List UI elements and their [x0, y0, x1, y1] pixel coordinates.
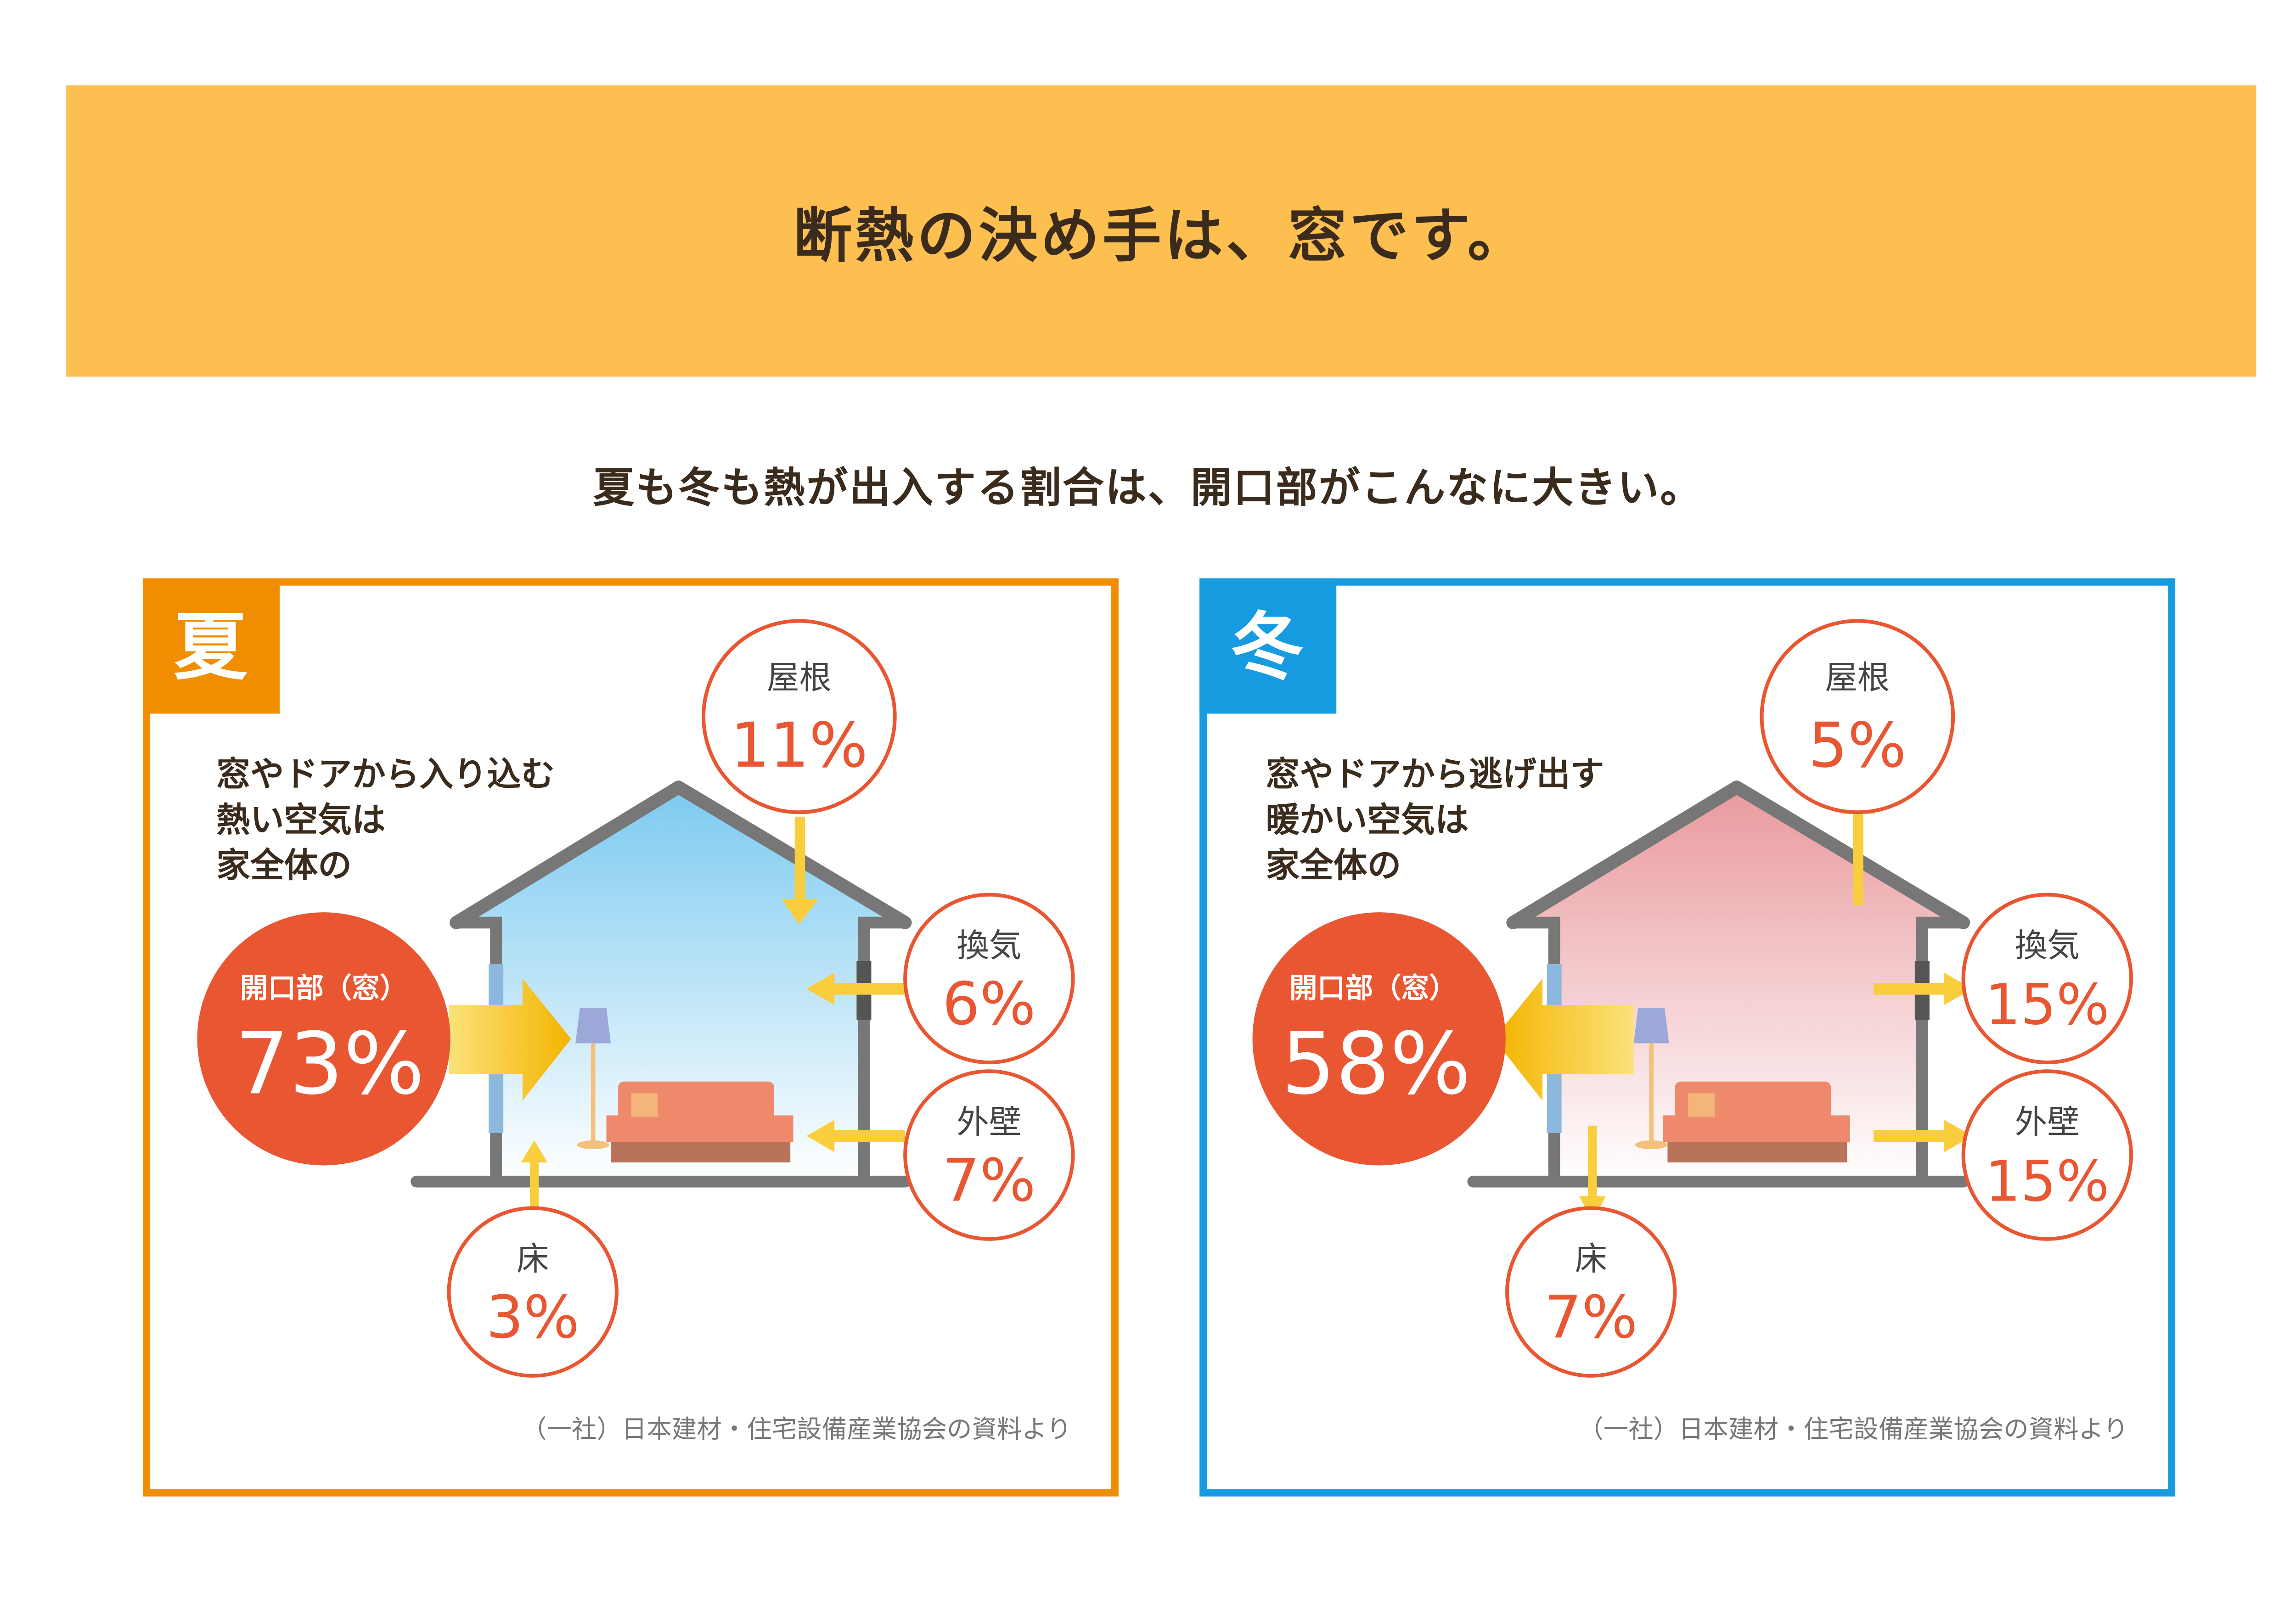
description-line: 家全体の [1266, 846, 1401, 885]
svg-text:15%: 15% [1985, 1149, 2110, 1214]
house-illustration [411, 780, 912, 1188]
heat-arrows [521, 816, 906, 1207]
svg-text:7%: 7% [1544, 1283, 1638, 1352]
winter-diagram: 冬 窓やドアから逃げ出す 暖かい空気は 家全体の [1199, 578, 2133, 1443]
season-tag [142, 578, 280, 714]
summer-panel: 夏 窓やドアから入り込む 熱い空気は 家全体の [142, 578, 1119, 1497]
season-tag [1199, 578, 1337, 714]
floor-circle: 床 3% [447, 1206, 619, 1378]
source-note: （一社）日本建材・住宅設備産業協会の資料より [1578, 1414, 2128, 1443]
description-line: 窓やドアから入り込む [216, 755, 555, 794]
page-subtitle: 夏も冬も熱が出入する割合は、開口部がこんなに大きい。 [593, 463, 1703, 512]
svg-text:6%: 6% [942, 970, 1035, 1038]
svg-text:換気: 換気 [957, 926, 1021, 964]
svg-text:7%: 7% [942, 1146, 1035, 1215]
vent-circle: 換気 15% [1961, 892, 2133, 1065]
lamp-icon [575, 1008, 611, 1150]
description-line: 窓やドアから逃げ出す [1266, 755, 1604, 794]
winter-panel: 冬 窓やドアから逃げ出す 暖かい空気は 家全体の [1199, 578, 2176, 1497]
vent-circle: 換気 6% [903, 892, 1075, 1065]
roof-circle: 屋根 11% [702, 619, 897, 814]
opening-label: 開口部（窓） [1289, 972, 1457, 1005]
sofa-icon [606, 1081, 793, 1163]
season-label: 冬 [1230, 604, 1304, 690]
description-line: 熱い空気は [216, 801, 386, 840]
window-heat-arrow [449, 978, 571, 1101]
description-line: 暖かい空気は [1266, 801, 1469, 840]
window-heat-arrow [1494, 978, 1634, 1101]
svg-text:外壁: 外壁 [957, 1103, 1021, 1141]
svg-text:屋根: 屋根 [1825, 659, 1890, 696]
svg-text:屋根: 屋根 [767, 659, 832, 696]
floor-circle: 床 7% [1505, 1206, 1677, 1378]
svg-text:外壁: 外壁 [2015, 1103, 2080, 1141]
summer-diagram: 夏 窓やドアから入り込む 熱い空気は 家全体の [142, 578, 1075, 1443]
opening-circle: 開口部（窓） 73% [197, 912, 450, 1166]
lamp-icon [1633, 1008, 1669, 1150]
wall-circle: 外壁 7% [903, 1069, 1075, 1241]
description-line: 家全体の [216, 846, 352, 885]
source-note: （一社）日本建材・住宅設備産業協会の資料より [522, 1414, 1071, 1443]
sofa-icon [1663, 1081, 1850, 1163]
opening-value: 73% [235, 1014, 424, 1113]
svg-text:3%: 3% [486, 1283, 580, 1352]
svg-text:11%: 11% [731, 709, 868, 781]
opening-value: 58% [1281, 1014, 1471, 1113]
svg-text:床: 床 [517, 1240, 549, 1278]
page-title: 断熱の決め手は、窓です。 [793, 203, 1530, 271]
opening-circle: 開口部（窓） 58% [1252, 912, 1506, 1166]
svg-text:15%: 15% [1985, 972, 2110, 1038]
house-illustration [1467, 780, 1970, 1188]
svg-text:床: 床 [1575, 1240, 1607, 1278]
title-banner: 断熱の決め手は、窓です。 [66, 85, 2257, 377]
season-label: 夏 [174, 604, 248, 690]
wall-circle: 外壁 15% [1961, 1069, 2133, 1241]
svg-text:換気: 換気 [2015, 926, 2080, 964]
roof-circle: 屋根 5% [1760, 619, 1955, 814]
opening-label: 開口部（窓） [240, 972, 407, 1005]
svg-text:5%: 5% [1808, 709, 1907, 781]
